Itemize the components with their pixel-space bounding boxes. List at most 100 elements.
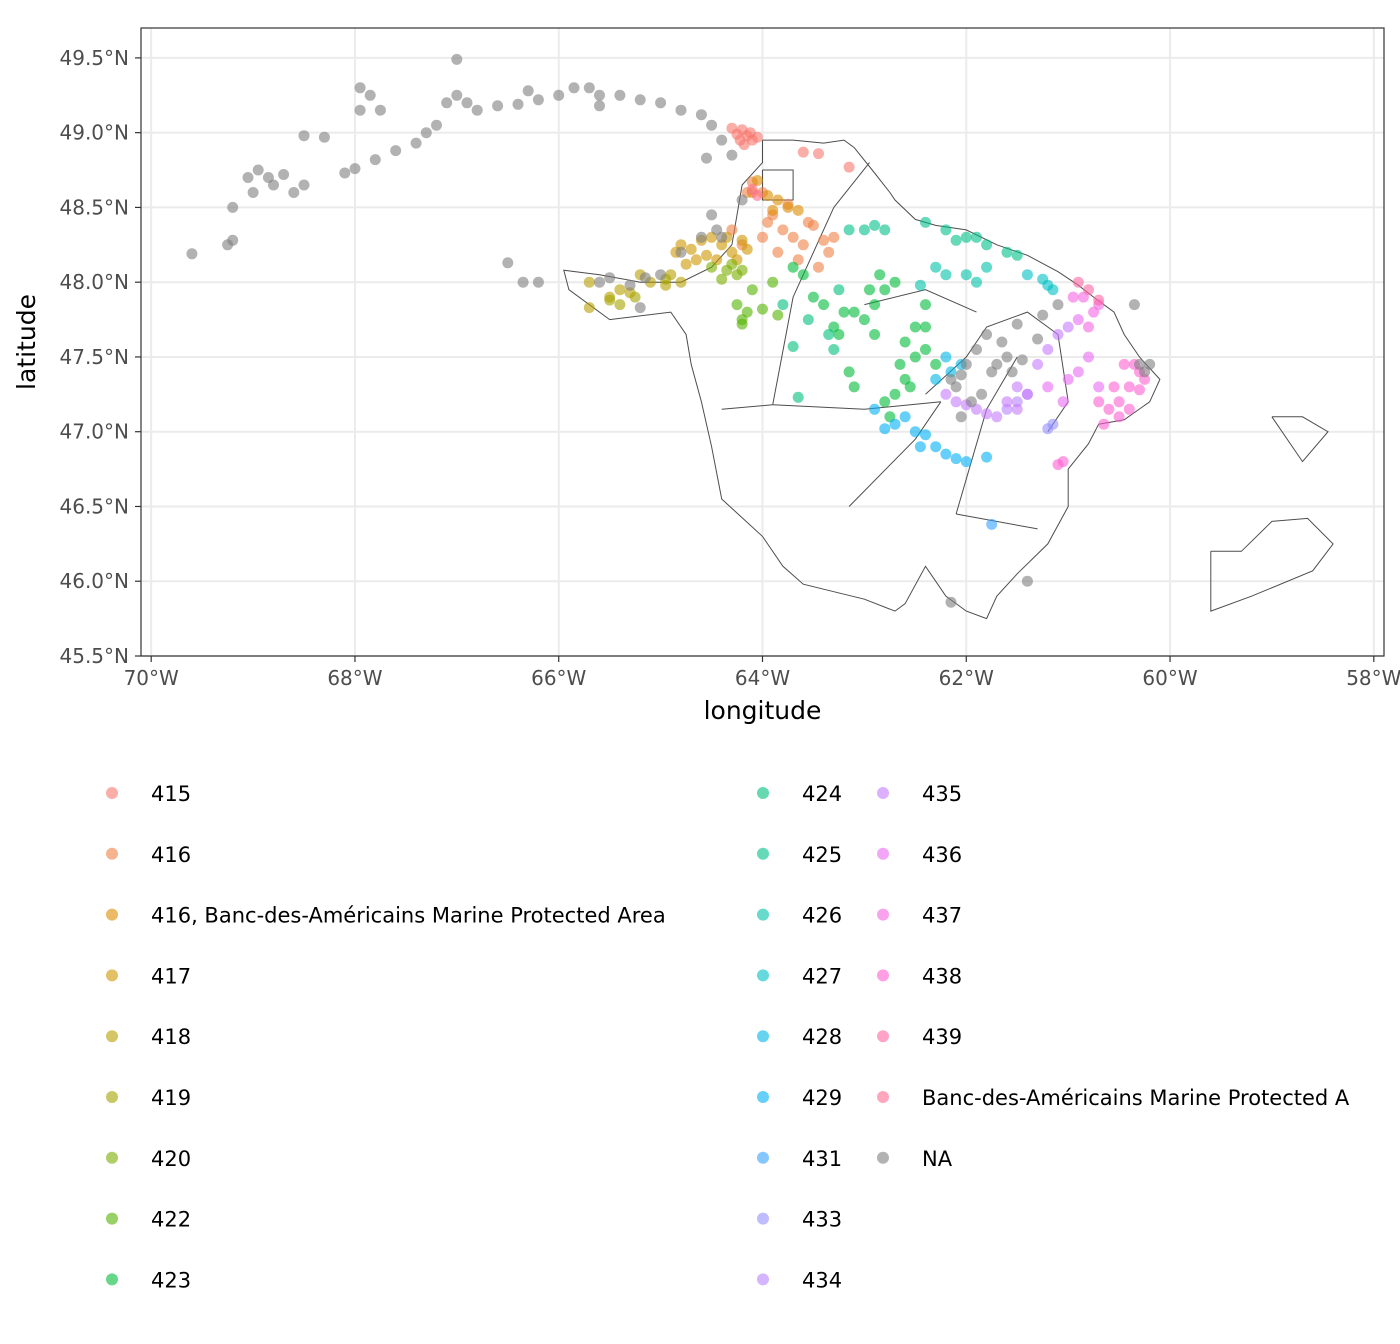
data-point xyxy=(695,231,707,243)
data-point xyxy=(685,243,697,255)
data-point xyxy=(675,104,687,116)
data-point xyxy=(736,264,748,276)
data-point xyxy=(818,299,830,311)
data-point xyxy=(787,341,799,352)
data-point xyxy=(734,134,746,146)
data-point xyxy=(767,204,779,216)
data-point xyxy=(583,82,595,94)
data-point xyxy=(874,269,886,281)
data-point xyxy=(869,329,881,340)
y-tick-label: 45.5°N xyxy=(60,644,130,668)
data-point xyxy=(1047,284,1059,296)
data-point xyxy=(374,104,386,116)
data-point xyxy=(716,231,728,243)
data-point xyxy=(909,351,921,363)
x-tick-label: 68°W xyxy=(327,666,382,690)
data-point xyxy=(813,261,824,273)
data-point xyxy=(614,89,626,101)
data-point xyxy=(848,381,860,393)
data-point xyxy=(268,179,279,191)
data-point xyxy=(736,234,748,246)
y-tick-label: 47.5°N xyxy=(60,345,130,369)
data-point xyxy=(960,358,972,370)
data-point xyxy=(339,167,351,179)
data-point xyxy=(1062,321,1074,333)
data-point xyxy=(461,97,473,109)
legend-label: 427 xyxy=(802,964,842,988)
data-point xyxy=(981,239,993,251)
data-point xyxy=(920,344,931,355)
legend-key xyxy=(757,1030,769,1043)
data-point xyxy=(802,314,814,326)
data-point xyxy=(823,329,835,340)
data-point xyxy=(940,351,952,363)
data-point xyxy=(594,276,605,288)
data-point xyxy=(920,299,931,311)
legend-label: 425 xyxy=(802,843,842,867)
data-point xyxy=(1093,396,1105,408)
legend-key xyxy=(877,787,889,799)
legend-label: 436 xyxy=(922,843,962,867)
data-point xyxy=(828,231,840,243)
data-point xyxy=(879,284,891,296)
legend-label: 429 xyxy=(802,1086,842,1110)
data-point xyxy=(955,369,967,381)
data-point xyxy=(594,100,605,112)
data-point xyxy=(767,276,779,288)
legend-key xyxy=(757,787,769,799)
data-point xyxy=(909,426,921,438)
data-point xyxy=(869,403,881,415)
data-point xyxy=(594,89,605,101)
data-point xyxy=(441,97,453,109)
legend-label: 424 xyxy=(802,782,842,806)
data-point xyxy=(680,258,692,270)
data-point xyxy=(945,373,957,385)
region-boundary-line xyxy=(956,513,1038,530)
region-boundary-line xyxy=(563,139,1161,620)
legend-key xyxy=(757,847,769,860)
y-tick-label: 49.0°N xyxy=(60,121,130,145)
data-point xyxy=(614,284,626,296)
region-boundary-line xyxy=(772,401,941,410)
data-point xyxy=(797,269,809,281)
data-point xyxy=(1001,246,1013,258)
legend-label: 415 xyxy=(151,782,191,806)
data-point xyxy=(960,269,972,281)
legend-key xyxy=(106,1273,118,1286)
data-point xyxy=(1093,294,1105,306)
data-point xyxy=(1098,418,1110,430)
data-point xyxy=(965,396,977,408)
data-point xyxy=(772,246,784,258)
data-point xyxy=(1134,384,1145,396)
data-point xyxy=(1072,314,1084,326)
legend-label: 438 xyxy=(922,964,962,988)
x-tick-label: 58°W xyxy=(1346,666,1400,690)
data-point xyxy=(532,94,544,106)
data-point xyxy=(706,119,718,131)
data-point xyxy=(772,194,784,206)
legend-key xyxy=(106,1212,118,1225)
data-point xyxy=(706,261,718,273)
data-point xyxy=(879,224,891,236)
data-point xyxy=(1067,291,1079,303)
data-point xyxy=(792,391,804,403)
data-point xyxy=(807,291,819,303)
data-point xyxy=(889,388,901,400)
y-tick-label: 46.0°N xyxy=(60,569,130,593)
data-point xyxy=(1123,403,1135,415)
data-point xyxy=(1108,381,1120,393)
data-point xyxy=(298,179,310,191)
legend-key xyxy=(877,908,889,921)
region-boundary-line xyxy=(848,401,942,507)
legend-key xyxy=(106,847,118,860)
data-point xyxy=(920,216,931,228)
data-point xyxy=(879,423,891,435)
legend-label: 422 xyxy=(151,1208,191,1232)
data-point xyxy=(639,272,651,284)
data-point xyxy=(762,190,774,201)
legend-label: Banc-des-Américains Marine Protected A xyxy=(922,1086,1350,1110)
data-point xyxy=(634,302,646,314)
data-point xyxy=(369,154,381,166)
data-point xyxy=(451,89,463,101)
